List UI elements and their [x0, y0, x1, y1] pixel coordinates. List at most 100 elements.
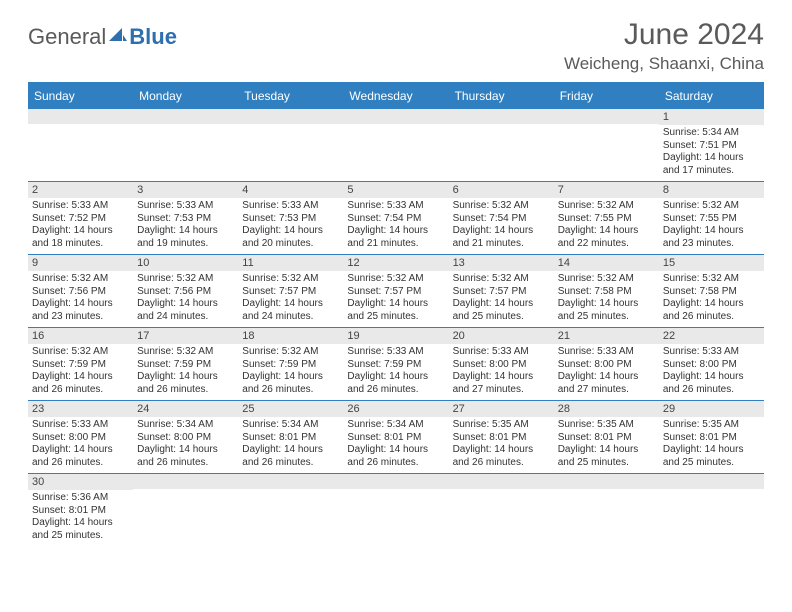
day-number: 9: [28, 255, 133, 271]
sunset-text: Sunset: 8:00 PM: [453, 359, 550, 372]
sunrise-text: Sunrise: 5:34 AM: [242, 419, 339, 432]
sunrise-text: Sunrise: 5:33 AM: [347, 346, 444, 359]
day-number: [659, 474, 764, 489]
sunset-text: Sunset: 7:56 PM: [32, 286, 129, 299]
sunset-text: Sunset: 7:56 PM: [137, 286, 234, 299]
daylight-text: Daylight: 14 hours and 26 minutes.: [137, 444, 234, 469]
calendar-cell: [449, 474, 554, 546]
sunset-text: Sunset: 8:00 PM: [137, 432, 234, 445]
sunrise-text: Sunrise: 5:34 AM: [137, 419, 234, 432]
calendar-cell: 18Sunrise: 5:32 AMSunset: 7:59 PMDayligh…: [238, 328, 343, 400]
daylight-text: Daylight: 14 hours and 25 minutes.: [347, 298, 444, 323]
calendar-cell: 6Sunrise: 5:32 AMSunset: 7:54 PMDaylight…: [449, 182, 554, 254]
day-number: 22: [659, 328, 764, 344]
day-number: 18: [238, 328, 343, 344]
sunrise-text: Sunrise: 5:33 AM: [663, 346, 760, 359]
sunset-text: Sunset: 7:53 PM: [137, 213, 234, 226]
day-number: 3: [133, 182, 238, 198]
day-number: 24: [133, 401, 238, 417]
day-number: 27: [449, 401, 554, 417]
calendar-cell: 28Sunrise: 5:35 AMSunset: 8:01 PMDayligh…: [554, 401, 659, 473]
sunset-text: Sunset: 7:53 PM: [242, 213, 339, 226]
calendar-cell: 26Sunrise: 5:34 AMSunset: 8:01 PMDayligh…: [343, 401, 448, 473]
day-details: Sunrise: 5:33 AMSunset: 7:59 PMDaylight:…: [343, 344, 448, 399]
day-details: Sunrise: 5:32 AMSunset: 7:59 PMDaylight:…: [238, 344, 343, 399]
day-number: [133, 474, 238, 489]
day-number: 11: [238, 255, 343, 271]
brand-part2: Blue: [129, 24, 177, 50]
calendar-cell: [238, 109, 343, 181]
calendar-cell: [659, 474, 764, 546]
sail-icon: [108, 24, 128, 50]
day-details: Sunrise: 5:32 AMSunset: 7:57 PMDaylight:…: [449, 271, 554, 326]
calendar-cell: [28, 109, 133, 181]
daylight-text: Daylight: 14 hours and 26 minutes.: [32, 371, 129, 396]
day-number: [343, 109, 448, 124]
sunrise-text: Sunrise: 5:32 AM: [137, 346, 234, 359]
daylight-text: Daylight: 14 hours and 25 minutes.: [32, 517, 129, 542]
calendar-cell: 30Sunrise: 5:36 AMSunset: 8:01 PMDayligh…: [28, 474, 133, 546]
day-details: Sunrise: 5:33 AMSunset: 7:52 PMDaylight:…: [28, 198, 133, 253]
calendar-cell: 2Sunrise: 5:33 AMSunset: 7:52 PMDaylight…: [28, 182, 133, 254]
sunrise-text: Sunrise: 5:33 AM: [347, 200, 444, 213]
day-number: [449, 474, 554, 489]
calendar-cell: 20Sunrise: 5:33 AMSunset: 8:00 PMDayligh…: [449, 328, 554, 400]
day-number: 7: [554, 182, 659, 198]
daylight-text: Daylight: 14 hours and 22 minutes.: [558, 225, 655, 250]
day-number: 26: [343, 401, 448, 417]
calendar-cell: 22Sunrise: 5:33 AMSunset: 8:00 PMDayligh…: [659, 328, 764, 400]
sunrise-text: Sunrise: 5:32 AM: [347, 273, 444, 286]
calendar-cell: 12Sunrise: 5:32 AMSunset: 7:57 PMDayligh…: [343, 255, 448, 327]
sunrise-text: Sunrise: 5:32 AM: [32, 273, 129, 286]
calendar-cell: 10Sunrise: 5:32 AMSunset: 7:56 PMDayligh…: [133, 255, 238, 327]
day-number: 28: [554, 401, 659, 417]
calendar-cell: 19Sunrise: 5:33 AMSunset: 7:59 PMDayligh…: [343, 328, 448, 400]
daylight-text: Daylight: 14 hours and 26 minutes.: [453, 444, 550, 469]
sunset-text: Sunset: 7:57 PM: [453, 286, 550, 299]
sunset-text: Sunset: 7:55 PM: [558, 213, 655, 226]
day-details: Sunrise: 5:32 AMSunset: 7:56 PMDaylight:…: [28, 271, 133, 326]
daylight-text: Daylight: 14 hours and 21 minutes.: [453, 225, 550, 250]
day-number: 10: [133, 255, 238, 271]
sunset-text: Sunset: 7:59 PM: [32, 359, 129, 372]
calendar-cell: 17Sunrise: 5:32 AMSunset: 7:59 PMDayligh…: [133, 328, 238, 400]
daylight-text: Daylight: 14 hours and 20 minutes.: [242, 225, 339, 250]
calendar-cell: 1Sunrise: 5:34 AMSunset: 7:51 PMDaylight…: [659, 109, 764, 181]
calendar-cell: 21Sunrise: 5:33 AMSunset: 8:00 PMDayligh…: [554, 328, 659, 400]
day-details: Sunrise: 5:33 AMSunset: 8:00 PMDaylight:…: [659, 344, 764, 399]
daylight-text: Daylight: 14 hours and 23 minutes.: [663, 225, 760, 250]
day-number: 12: [343, 255, 448, 271]
daylight-text: Daylight: 14 hours and 25 minutes.: [558, 444, 655, 469]
calendar-cell: 15Sunrise: 5:32 AMSunset: 7:58 PMDayligh…: [659, 255, 764, 327]
daylight-text: Daylight: 14 hours and 26 minutes.: [242, 371, 339, 396]
title-block: June 2024 Weicheng, Shaanxi, China: [564, 18, 764, 74]
day-details: Sunrise: 5:36 AMSunset: 8:01 PMDaylight:…: [28, 490, 133, 545]
dow-friday: Friday: [554, 84, 659, 109]
calendar-cell: 11Sunrise: 5:32 AMSunset: 7:57 PMDayligh…: [238, 255, 343, 327]
daylight-text: Daylight: 14 hours and 26 minutes.: [663, 371, 760, 396]
sunset-text: Sunset: 7:59 PM: [347, 359, 444, 372]
dow-thursday: Thursday: [449, 84, 554, 109]
daylight-text: Daylight: 14 hours and 17 minutes.: [663, 152, 760, 177]
calendar-cell: 23Sunrise: 5:33 AMSunset: 8:00 PMDayligh…: [28, 401, 133, 473]
daylight-text: Daylight: 14 hours and 21 minutes.: [347, 225, 444, 250]
day-number: [449, 109, 554, 124]
day-details: Sunrise: 5:35 AMSunset: 8:01 PMDaylight:…: [554, 417, 659, 472]
day-number: 1: [659, 109, 764, 125]
sunrise-text: Sunrise: 5:34 AM: [347, 419, 444, 432]
day-details: Sunrise: 5:32 AMSunset: 7:59 PMDaylight:…: [28, 344, 133, 399]
day-number: 29: [659, 401, 764, 417]
calendar-cell: 9Sunrise: 5:32 AMSunset: 7:56 PMDaylight…: [28, 255, 133, 327]
sunset-text: Sunset: 7:52 PM: [32, 213, 129, 226]
calendar-cell: [238, 474, 343, 546]
sunset-text: Sunset: 7:51 PM: [663, 140, 760, 153]
daylight-text: Daylight: 14 hours and 26 minutes.: [137, 371, 234, 396]
sunrise-text: Sunrise: 5:33 AM: [137, 200, 234, 213]
sunset-text: Sunset: 8:01 PM: [347, 432, 444, 445]
day-of-week-row: Sunday Monday Tuesday Wednesday Thursday…: [28, 84, 764, 109]
calendar-cell: 5Sunrise: 5:33 AMSunset: 7:54 PMDaylight…: [343, 182, 448, 254]
calendar-cell: [343, 109, 448, 181]
day-number: 13: [449, 255, 554, 271]
day-details: Sunrise: 5:32 AMSunset: 7:55 PMDaylight:…: [554, 198, 659, 253]
sunset-text: Sunset: 7:54 PM: [347, 213, 444, 226]
